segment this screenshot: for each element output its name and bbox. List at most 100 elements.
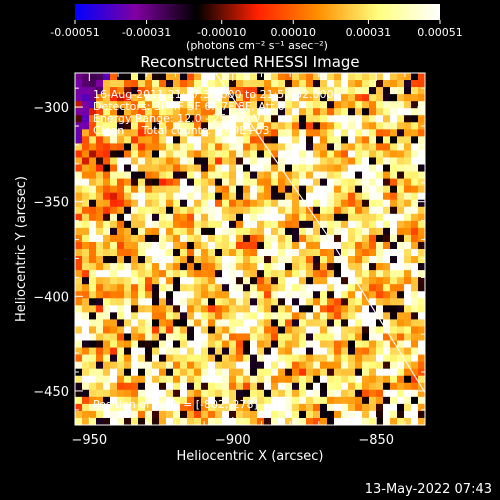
heatmap-cell [334,87,342,95]
heatmap-cell [131,185,139,194]
heatmap-cell [299,192,307,201]
heatmap-cell [201,361,209,370]
heatmap-cell [194,94,202,102]
heatmap-cell [159,417,167,425]
heatmap-cell [383,206,391,215]
heatmap-cell [124,263,132,271]
heatmap-cell [250,220,258,229]
heatmap-cell [348,129,356,137]
heatmap-cell [264,249,272,257]
heatmap-cell [306,164,314,173]
heatmap-cell [138,129,146,137]
heatmap-cell [152,305,160,313]
heatmap-cell [250,284,258,292]
heatmap-cell [103,241,111,250]
heatmap-cell [404,73,412,81]
heatmap-cell [229,150,237,159]
heatmap-cell [418,319,425,328]
heatmap-cell [194,87,202,95]
heatmap-cell [418,80,425,88]
heatmap-cell [166,333,174,342]
heatmap-cell [264,277,272,285]
heatmap-cell [187,249,195,257]
heatmap-cell [103,333,111,342]
heatmap-cell [145,368,153,377]
heatmap-cell [159,340,167,349]
heatmap-cell [334,73,342,81]
heatmap-cell [103,129,111,137]
heatmap-cell [180,213,188,222]
heatmap-cell [166,263,174,271]
heatmap-cell [397,115,405,123]
heatmap-cell [327,312,335,320]
heatmap-cell [117,227,125,236]
heatmap-cell [110,206,118,215]
heatmap-cell [383,403,391,412]
heatmap-cell [306,410,314,419]
heatmap-cell [173,143,181,152]
heatmap-cell [376,178,384,187]
heatmap-cell [117,270,125,278]
heatmap-cell [96,256,104,264]
heatmap-cell [341,256,349,264]
heatmap-cell [243,319,251,328]
heatmap-cell [82,368,90,377]
heatmap-cell [348,192,356,201]
heatmap-cell [89,192,97,201]
heatmap-cell [348,410,356,419]
heatmap-cell [313,291,321,299]
heatmap-cell [215,94,223,102]
heatmap-cell [404,122,412,130]
heatmap-cell [187,354,195,363]
heatmap-cell [152,256,160,264]
heatmap-cell [145,305,153,313]
heatmap-cell [117,108,125,116]
heatmap-cell [208,87,216,95]
heatmap-cell [418,375,425,384]
heatmap-cell [271,333,279,342]
heatmap-cell [285,192,293,201]
heatmap-cell [110,284,118,292]
heatmap-cell [236,340,244,349]
heatmap-cell [383,108,391,116]
heatmap-cell [138,87,146,95]
heatmap-cell [334,291,342,299]
heatmap-cell [89,277,97,285]
heatmap-cell [187,256,195,264]
heatmap-cell [138,249,146,257]
heatmap-cell [103,375,111,384]
heatmap-cell [376,136,384,144]
heatmap-cell [173,157,181,166]
heatmap-cell [145,108,153,116]
heatmap-cell [390,410,398,419]
heatmap-cell [271,368,279,377]
heatmap-cell [250,417,258,425]
heatmap-cell [222,333,230,342]
heatmap-cell [138,122,146,130]
heatmap-cell [390,227,398,236]
heatmap-cell [236,178,244,187]
heatmap-cell [355,326,363,335]
heatmap-cell [180,73,188,81]
heatmap-cell [138,263,146,271]
heatmap-cell [180,291,188,299]
heatmap-cell [96,354,104,363]
heatmap-cell [117,333,125,342]
heatmap-cell [180,326,188,335]
heatmap-cell [404,80,412,88]
heatmap-cell [201,298,209,306]
heatmap-cell [376,80,384,88]
heatmap-cell [334,234,342,243]
heatmap-cell [131,305,139,313]
heatmap-cell [369,256,377,264]
heatmap-cell [103,291,111,299]
heatmap-cell [390,305,398,313]
heatmap-cell [383,270,391,278]
heatmap-cell [341,284,349,292]
heatmap-cell [320,375,328,384]
heatmap-cell [201,382,209,391]
heatmap-cell [229,101,237,109]
heatmap-cell [138,270,146,278]
heatmap-cell [96,122,104,130]
heatmap-cell [208,192,216,201]
